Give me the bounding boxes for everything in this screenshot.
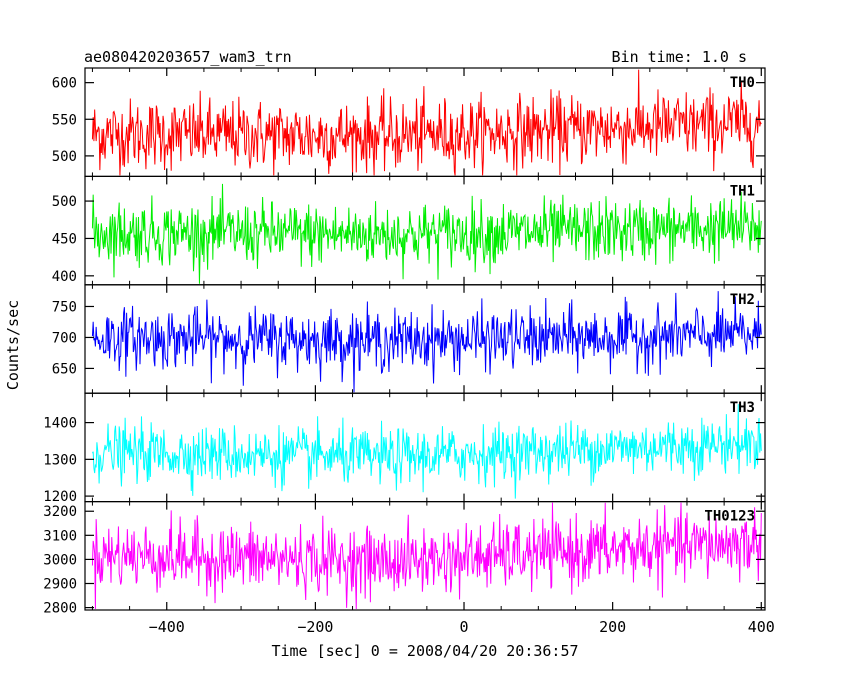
panels-group: 500 550 600 TH0 400 450 500 TH1 650 700 750 TH2 1200… — [43, 67, 766, 617]
x-axis-label: Time [sec] 0 = 2008/04/20 20:36:57 — [271, 642, 578, 660]
figure-title: ae080420203657_wam3_trn — [84, 48, 292, 66]
y-tick-label: 500 — [52, 194, 77, 210]
panel-label: TH3 — [730, 400, 755, 416]
panel-th0123: 2800 2900 3000 3100 3200 TH0123 — [43, 501, 766, 617]
y-tick-label: 550 — [52, 112, 77, 128]
y-tick-label: 3100 — [43, 528, 77, 544]
series-th0 — [91, 69, 762, 176]
panel-frame — [84, 501, 766, 611]
series-th2 — [91, 291, 762, 393]
series-th1 — [91, 183, 762, 284]
panel-th3: 1200 1300 1400 TH3 — [43, 392, 766, 505]
y-axis-label: Counts/sec — [4, 300, 22, 390]
y-tick-label: 750 — [52, 299, 77, 315]
x-tick-label: 400 — [748, 618, 775, 636]
series-th0123 — [91, 502, 762, 610]
y-tick-label: 450 — [52, 231, 77, 247]
panel-label: TH2 — [730, 292, 755, 308]
y-tick-label: 500 — [52, 149, 77, 165]
series-th3 — [91, 404, 762, 499]
y-tick-label: 2800 — [43, 601, 77, 617]
y-tick-label: 650 — [52, 361, 77, 377]
panel-th0: 500 550 600 TH0 — [52, 67, 766, 178]
x-tick-label: 200 — [599, 618, 626, 636]
y-tick-label: 1200 — [43, 489, 77, 505]
y-tick-label: 600 — [52, 76, 77, 92]
panel-frame — [84, 284, 766, 394]
x-tick-label: 0 — [460, 618, 469, 636]
y-tick-label: 1300 — [43, 452, 77, 468]
panel-label: TH1 — [730, 183, 755, 199]
panel-th2: 650 700 750 TH2 — [52, 284, 766, 394]
y-tick-label: 700 — [52, 330, 77, 346]
y-tick-label: 2900 — [43, 577, 77, 593]
x-tick-label: −400 — [149, 618, 185, 636]
panel-label: TH0123 — [704, 509, 755, 525]
x-tick-label: −200 — [297, 618, 333, 636]
y-tick-label: 400 — [52, 269, 77, 285]
panel-label: TH0 — [730, 75, 755, 91]
y-tick-label: 3200 — [43, 504, 77, 520]
y-tick-label: 1400 — [43, 416, 77, 432]
x-axis: −400 −200 0 200 400 — [149, 618, 775, 636]
y-tick-label: 3000 — [43, 552, 77, 568]
panel-th1: 400 450 500 TH1 — [52, 175, 766, 286]
bin-time-label: Bin time: 1.0 s — [612, 48, 747, 66]
